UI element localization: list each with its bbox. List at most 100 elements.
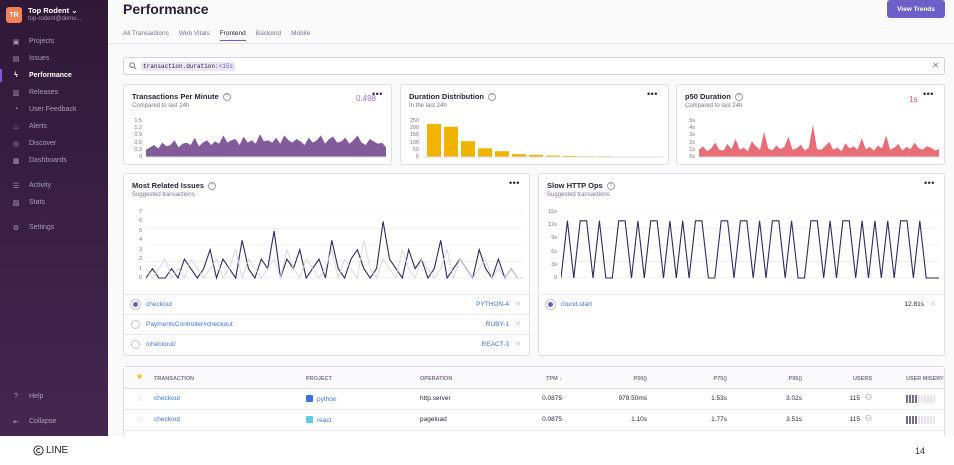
star-icon[interactable]: ☆ xyxy=(136,394,144,403)
column-header[interactable]: OPERATION xyxy=(420,376,453,382)
bar[interactable] xyxy=(444,126,458,157)
column-header[interactable]: PROJECT xyxy=(306,376,332,382)
bar[interactable] xyxy=(478,148,492,157)
y-tick-label: 1s xyxy=(689,146,695,153)
sidebar-item-alerts[interactable]: ♨ Alerts xyxy=(0,119,108,134)
sidebar-item-activity[interactable]: ☰ Activity xyxy=(0,178,108,193)
bar[interactable] xyxy=(546,155,560,157)
tab-mobile[interactable]: Mobile xyxy=(291,30,311,37)
transaction-link[interactable]: PaymentsController#checkout xyxy=(146,321,233,328)
sidebar-item-settings[interactable]: ⚙ Settings xyxy=(0,220,108,235)
more-icon[interactable]: ••• xyxy=(647,89,658,99)
misery-segment xyxy=(918,416,920,424)
bar[interactable] xyxy=(427,123,441,157)
clear-search-icon[interactable]: ✕ xyxy=(932,61,939,70)
y-tick-label: 3 xyxy=(138,246,142,253)
sidebar-item-dashboards[interactable]: ▦ Dashboards xyxy=(0,153,108,168)
bar[interactable] xyxy=(461,141,475,157)
table-row[interactable]: ☆ checkout python http.server 0.0875 979.50ms… xyxy=(124,389,944,410)
sidebar-item-performance[interactable]: ϟ Performance xyxy=(0,68,108,83)
sidebar-item-projects[interactable]: ▣ Projects xyxy=(0,34,108,49)
sidebar-item-stats[interactable]: ▨ Stats xyxy=(0,195,108,210)
transactions-table: ★ TRANSACTION PROJECT OPERATION TPM ↓ P50() P… xyxy=(123,366,945,436)
star-icon[interactable]: ☆ xyxy=(136,415,144,424)
performance-icon: ϟ xyxy=(14,72,18,79)
radio-button[interactable] xyxy=(131,320,140,329)
help-icon[interactable]: ? xyxy=(606,181,615,190)
more-icon[interactable]: ••• xyxy=(372,89,383,99)
column-header[interactable]: P50() xyxy=(633,376,647,382)
y-tick-label: 0.3 xyxy=(134,146,142,153)
issue-row[interactable]: checkout PYTHON-4 ✕ xyxy=(124,294,529,314)
dismiss-icon[interactable]: ✕ xyxy=(515,321,521,328)
user-icon: ⚇ xyxy=(864,414,872,423)
issue-row[interactable]: /checkout/REACT-3 ✕ xyxy=(124,334,529,354)
radio-button[interactable] xyxy=(131,340,140,349)
bar[interactable] xyxy=(495,151,509,157)
radio-button[interactable] xyxy=(131,300,140,309)
more-icon[interactable]: ••• xyxy=(509,178,520,188)
help-icon[interactable]: ? xyxy=(222,92,231,101)
column-header[interactable]: USER MISERY xyxy=(906,376,944,382)
search-token[interactable]: transaction.duration:<15s xyxy=(141,62,236,71)
table-row[interactable]: ☆ checkout react pageload 0.0875 1.10s 1.77s 3.… xyxy=(124,410,944,431)
sidebar-item-label: Releases xyxy=(29,89,59,96)
cell-transaction[interactable]: checkout xyxy=(154,395,180,402)
cell-text: python xyxy=(317,396,337,403)
more-icon[interactable]: ••• xyxy=(923,89,934,99)
p50-value: 1s xyxy=(909,95,918,104)
y-tick-label: 4 xyxy=(138,237,142,244)
collapse-icon: ⇤ xyxy=(13,418,19,426)
sidebar-item-issues[interactable]: ▤ Issues xyxy=(0,51,108,66)
dismiss-icon[interactable]: ✕ xyxy=(515,301,521,308)
span-op-link[interactable]: round.start xyxy=(561,301,593,308)
sidebar-item-releases[interactable]: ▥ Releases xyxy=(0,85,108,100)
star-icon[interactable]: ★ xyxy=(136,372,144,381)
column-header[interactable]: P95() xyxy=(788,376,802,382)
tab-backend[interactable]: Backend xyxy=(255,30,282,37)
radio-button[interactable] xyxy=(546,300,555,309)
column-header[interactable]: P75() xyxy=(713,376,727,382)
help-icon[interactable]: ? xyxy=(734,92,743,101)
misery-segment xyxy=(915,416,917,424)
related-issues-card: Most Related Issues? Suggested transacti… xyxy=(123,173,530,356)
sidebar-item-collapse[interactable]: ⇤ Collapse xyxy=(0,414,108,429)
http-op-row[interactable]: round.start 12.81s ✕ xyxy=(539,294,944,314)
misery-segment xyxy=(921,416,923,424)
help-icon[interactable]: ? xyxy=(208,181,217,190)
sidebar-item-label: Projects xyxy=(29,38,55,45)
issue-row[interactable]: PaymentsController#checkout RUBY-1 ✕ xyxy=(124,314,529,334)
search-input[interactable]: transaction.duration:<15s ✕ xyxy=(123,57,945,75)
transaction-link[interactable]: checkout xyxy=(146,301,173,308)
y-tick-label: 100 xyxy=(409,139,419,146)
more-icon[interactable]: ••• xyxy=(924,178,935,188)
view-trends-button[interactable]: View Trends xyxy=(887,0,945,18)
cell-transaction[interactable]: checkout xyxy=(154,416,180,423)
dismiss-icon[interactable]: ✕ xyxy=(515,341,521,348)
issue-link[interactable]: PYTHON-4 xyxy=(476,301,509,308)
bar[interactable] xyxy=(529,154,543,157)
sidebar-item-discover[interactable]: ◎ Discover xyxy=(0,136,108,151)
cell-tpm: 0.0875 xyxy=(542,416,562,423)
column-header[interactable]: USERS xyxy=(853,376,872,382)
help-icon[interactable]: ? xyxy=(488,92,496,101)
column-header[interactable]: TRANSACTION xyxy=(154,376,195,382)
org-name: Top Rodent ⌄ xyxy=(28,6,78,15)
cell-project[interactable]: react xyxy=(306,416,331,424)
cell-users: 115 xyxy=(850,395,860,402)
dismiss-icon[interactable]: ✕ xyxy=(930,301,936,308)
bar[interactable] xyxy=(563,155,577,157)
tab-web-vitals[interactable]: Web Vitals xyxy=(178,30,210,37)
org-switcher[interactable]: TR Top Rodent ⌄ top-rodent@demo... xyxy=(6,6,81,24)
transaction-link[interactable]: /checkout/ xyxy=(146,341,176,348)
cell-text: 115 xyxy=(849,395,860,402)
issue-link[interactable]: REACT-3 xyxy=(481,341,509,348)
sidebar-item-user-feedback[interactable]: ◔ User Feedback xyxy=(0,102,108,117)
bar[interactable] xyxy=(512,154,526,157)
tab-frontend[interactable]: Frontend xyxy=(219,30,246,41)
sidebar-item-help[interactable]: ? Help xyxy=(0,389,108,404)
issue-link[interactable]: RUBY-1 xyxy=(485,321,509,328)
column-header[interactable]: TPM ↓ xyxy=(546,376,562,382)
tab-all-transactions[interactable]: All Transactions xyxy=(123,30,169,37)
cell-project[interactable]: python xyxy=(306,395,337,403)
